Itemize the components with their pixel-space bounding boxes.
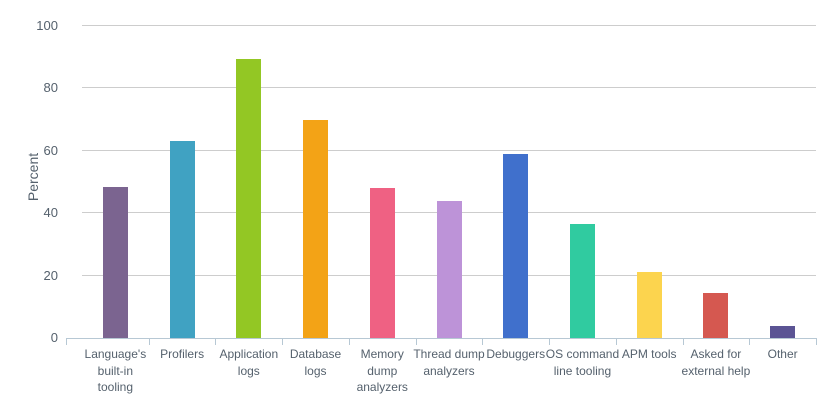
x-label-line: Memory [360,347,404,361]
gridline-100 [82,25,816,26]
x-axis-tick-2 [215,338,217,345]
bar-profilers [169,141,195,338]
x-axis-tick-4 [348,338,350,345]
x-label-line: Language's [84,347,147,361]
y-tick-label-40: 40 [43,205,58,221]
x-label-database-logs: Database logs [271,346,361,379]
x-label-profilers: Profilers [137,346,227,363]
x-label-line: Asked for [690,347,742,361]
x-label-application-logs: Application logs [204,346,294,379]
x-label-line: analyzers [423,363,475,378]
x-label-thread-dump-analyzers: Thread dump analyzers [404,346,494,379]
bar-memory-dump-analyzers [369,188,395,338]
x-axis-tick-11 [816,338,817,345]
x-label-line: tooling [97,380,134,394]
plot-area [82,25,816,338]
x-label-line: Other [767,347,798,361]
x-axis-tick-6 [482,338,484,345]
x-axis-tick-8 [615,338,617,345]
x-label-line: Thread dump [413,347,485,361]
x-label-memory-dump-analyzers: Memory dump analyzers [337,346,427,396]
x-label-apm-tools: APM tools [604,346,694,363]
x-axis-tick-0 [66,338,67,345]
bar-asked-for-external-help [703,292,729,338]
x-label-other: Other [738,346,828,363]
x-axis-line [66,338,816,339]
x-label-line: logs [237,363,260,378]
x-label-line: APM tools [621,347,677,361]
bar-apm-tools [636,272,662,338]
x-axis-tick-1 [148,338,150,345]
x-label-debuggers: Debuggers [471,346,561,363]
x-label-line: logs [304,363,327,378]
x-label-line: OS command [545,347,620,361]
y-tick-label-20: 20 [43,267,58,283]
x-axis-tick-10 [749,338,751,345]
x-label-line: analyzers [356,380,408,394]
y-axis-title: Percent [25,152,41,202]
x-label-language-s-built-in-tooling: Language's built-in tooling [70,346,160,396]
x-label-line: dump [367,363,398,378]
gridline-80 [82,87,816,89]
x-label-line: external help [681,363,751,378]
bar-debuggers [503,153,529,338]
x-label-line: Profilers [160,347,205,361]
bar-other [770,325,796,338]
y-tick-label-80: 80 [43,80,58,96]
bar-application-logs [236,58,262,338]
x-label-line: line tooling [553,363,612,378]
x-label-line: Database [289,347,342,361]
bar-os-command-line-tooling [569,224,595,338]
bar-thread-dump-analyzers [436,200,462,338]
x-axis-tick-7 [549,338,551,345]
y-tick-label-60: 60 [43,142,58,158]
x-axis-tick-3 [282,338,284,345]
x-label-line: Debuggers [486,347,546,361]
x-label-line: built-in [97,363,134,378]
x-axis-tick-9 [682,338,684,345]
x-label-asked-for-external-help: Asked for external help [671,346,761,379]
x-axis-tick-5 [415,338,417,345]
x-label-os-command-line-tooling: OS command line tooling [537,346,627,379]
bar-language-s-built-in-tooling [102,186,128,338]
y-tick-label-0: 0 [50,330,58,345]
x-label-line: Application [219,347,279,361]
y-tick-label-100: 100 [36,18,58,33]
bar-database-logs [303,119,329,338]
gridline-60 [82,149,816,151]
